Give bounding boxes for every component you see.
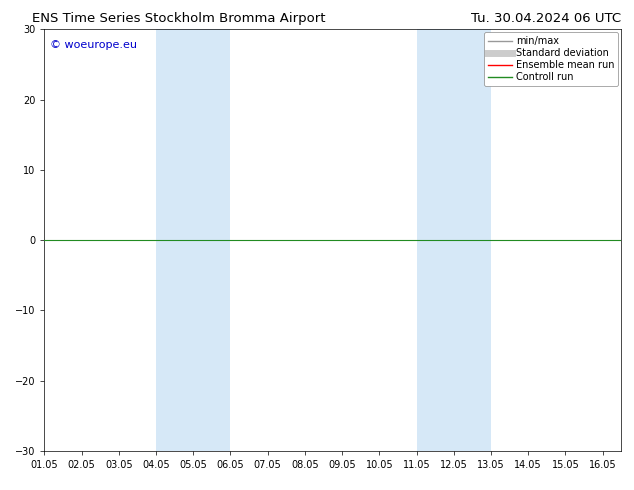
Text: © woeurope.eu: © woeurope.eu bbox=[50, 40, 137, 50]
Text: ENS Time Series Stockholm Bromma Airport: ENS Time Series Stockholm Bromma Airport bbox=[32, 12, 325, 25]
Legend: min/max, Standard deviation, Ensemble mean run, Controll run: min/max, Standard deviation, Ensemble me… bbox=[484, 32, 618, 86]
Bar bbox=[156, 29, 231, 451]
Text: Tu. 30.04.2024 06 UTC: Tu. 30.04.2024 06 UTC bbox=[471, 12, 621, 25]
Bar bbox=[417, 29, 491, 451]
